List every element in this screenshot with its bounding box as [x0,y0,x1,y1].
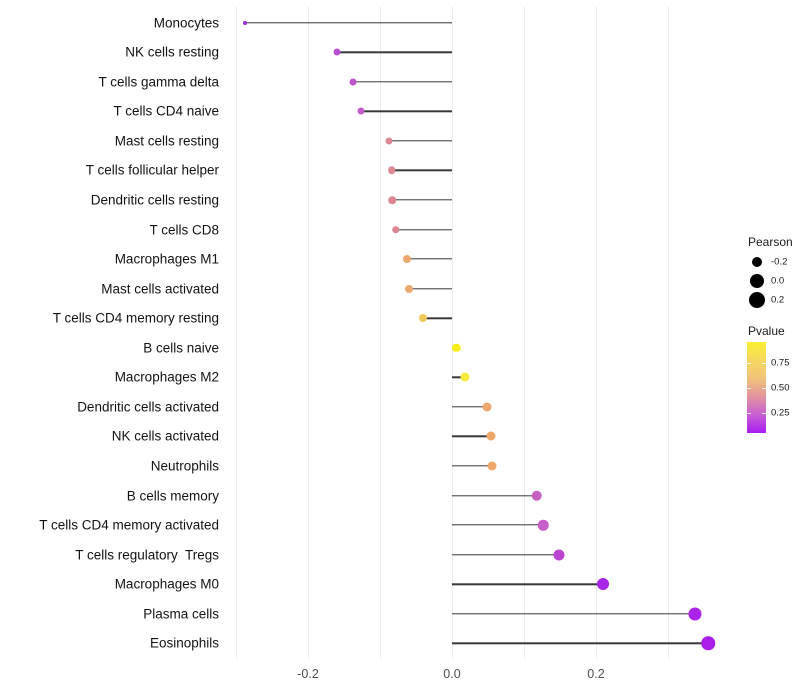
gridline [379,6,381,659]
row-label: Dendritic cells resting [90,192,219,208]
row-label: Monocytes [153,14,219,30]
gridline [307,6,309,659]
row-label: B cells memory [126,487,219,503]
pearson-legend-dot [750,274,764,288]
pearson-legend-dot [749,292,765,308]
row-label: T cells gamma delta [98,74,219,90]
row-label: NK cells resting [125,44,219,60]
lollipop-point [597,578,610,591]
x-axis-tick-label: 0.0 [443,667,461,681]
row-label: T cells regulatory Tregs [75,546,219,562]
lollipop-line [452,376,465,378]
row-label: Macrophages M0 [114,576,219,592]
lollipop-line [452,642,709,644]
lollipop-line [452,524,544,526]
lollipop-point [460,372,470,382]
lollipop-line [452,406,488,408]
lollipop-point [333,48,341,56]
lollipop-point [486,431,496,441]
x-axis-tick-label: -0.2 [297,667,319,681]
row-label: Macrophages M2 [114,369,219,385]
lollipop-line [452,583,604,585]
lollipop-point [385,137,393,145]
lollipop-line [452,612,696,615]
lollipop-point [242,20,247,25]
pearson-legend-title: Pearson [748,235,793,249]
row-label: Macrophages M1 [114,251,219,267]
lollipop-line [406,258,452,260]
row-label: Neutrophils [150,458,219,474]
pearson-legend-label: -0.2 [771,256,788,268]
lollipop-point [452,343,461,352]
pearson-legend-dot [752,257,762,267]
lollipop-line [352,81,452,83]
pearson-legend-label: 0.2 [771,294,785,306]
row-label: Plasma cells [143,605,219,621]
lollipop-line [360,110,452,113]
lollipop-point [701,636,716,650]
row-label: NK cells activated [111,428,219,444]
pvalue-legend-label: 0.75 [771,357,790,369]
lollipop-point [419,314,428,323]
lollipop-line [388,140,452,142]
colorbar-tick [762,362,766,364]
pvalue-colorbar [747,342,766,433]
row-label: Mast cells activated [101,280,219,296]
lollipop-line [391,169,452,172]
colorbar-tick [747,387,751,389]
lollipop-line [408,287,452,290]
gridline [595,6,597,659]
lollipop-point [402,255,411,264]
row-label: B cells naive [143,340,219,355]
lollipop-point [553,549,565,561]
lollipop-line [423,317,452,319]
row-label: T cells follicular helper [85,162,219,178]
lollipop-line [392,199,452,201]
lollipop-point [392,225,400,234]
lollipop-line [452,435,491,438]
lollipop-point [487,461,497,471]
lollipop-line [336,51,452,53]
lollipop-point [357,107,365,115]
row-label: Mast cells resting [114,133,219,149]
lollipop-point [404,284,413,293]
lollipop-point [387,166,396,175]
lollipop-line [452,465,492,467]
gridline [235,6,237,659]
pearson-legend-label: 0.0 [771,275,785,287]
colorbar-tick [747,362,751,364]
gridline [451,6,453,659]
lollipop-point [349,78,357,86]
row-label: Dendritic cells activated [77,399,219,415]
x-axis-tick-label: 0.2 [587,667,605,681]
lollipop-point [482,402,492,412]
gridline [523,6,525,659]
row-label: T cells CD4 memory activated [39,517,219,533]
lollipop-line [395,228,452,231]
row-label: T cells CD8 [149,221,219,237]
lollipop-line [452,494,537,497]
lollipop-point [531,490,543,501]
lollipop-point [538,519,549,531]
pvalue-legend-label: 0.50 [771,381,790,393]
pvalue-legend-label: 0.25 [771,407,790,419]
lollipop-line [452,553,560,556]
lollipop-line [244,21,452,24]
lollipop-point [688,607,702,621]
colorbar-tick [762,387,766,389]
pvalue-legend-title: Pvalue [748,324,785,338]
colorbar-tick [762,412,766,414]
lollipop-point [388,196,396,204]
row-label: T cells CD4 naive [113,103,219,119]
colorbar-tick [747,412,751,414]
row-label: Eosinophils [149,635,219,651]
row-label: T cells CD4 memory resting [52,310,219,326]
gridline [667,6,669,659]
